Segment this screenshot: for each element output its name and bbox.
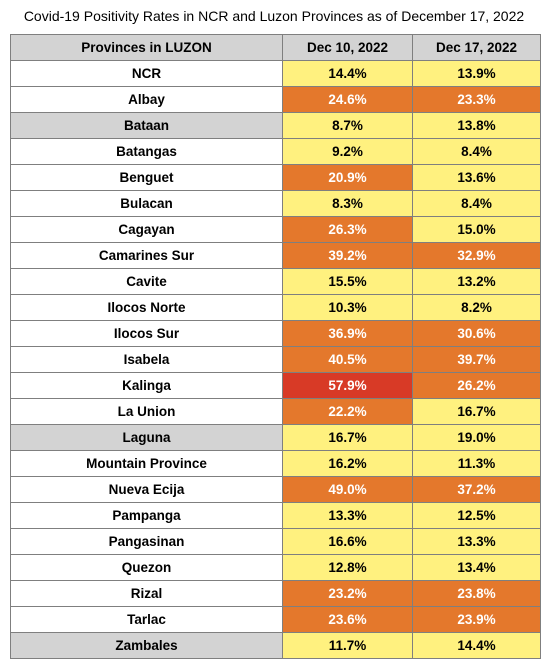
dec10-value-cell: 23.6% <box>282 606 413 633</box>
dec10-value-cell: 40.5% <box>282 346 413 373</box>
table-row: Camarines Sur 39.2% 32.9% <box>10 242 541 269</box>
table-body: NCR 14.4% 13.9% Albay 24.6% 23.3% Bataan 8.7% 13… <box>10 60 541 659</box>
province-name-cell: La Union <box>10 398 283 425</box>
province-name-cell: Cagayan <box>10 216 283 243</box>
dec17-value-cell: 13.6% <box>412 164 541 191</box>
dec10-value-cell: 11.7% <box>282 632 413 659</box>
province-name-cell: Ilocos Sur <box>10 320 283 347</box>
table-row: Batangas 9.2% 8.4% <box>10 138 541 165</box>
dec10-value-cell: 14.4% <box>282 60 413 87</box>
dec10-value-cell: 10.3% <box>282 294 413 321</box>
column-header-dec10: Dec 10, 2022 <box>282 34 413 61</box>
dec10-value-cell: 36.9% <box>282 320 413 347</box>
dec17-value-cell: 8.4% <box>412 138 541 165</box>
province-name-cell: Kalinga <box>10 372 283 399</box>
dec10-value-cell: 22.2% <box>282 398 413 425</box>
chart-title: Covid-19 Positivity Rates in NCR and Luz… <box>23 8 525 24</box>
dec17-value-cell: 19.0% <box>412 424 541 451</box>
dec17-value-cell: 23.3% <box>412 86 541 113</box>
table-row: Pangasinan 16.6% 13.3% <box>10 528 541 555</box>
dec17-value-cell: 32.9% <box>412 242 541 269</box>
column-header-province: Provinces in LUZON <box>10 34 283 61</box>
province-name-cell: Mountain Province <box>10 450 283 477</box>
table-row: Nueva Ecija 49.0% 37.2% <box>10 476 541 503</box>
dec10-value-cell: 26.3% <box>282 216 413 243</box>
dec17-value-cell: 8.4% <box>412 190 541 217</box>
province-name-cell: Nueva Ecija <box>10 476 283 503</box>
table-row: Rizal 23.2% 23.8% <box>10 580 541 607</box>
dec17-value-cell: 16.7% <box>412 398 541 425</box>
dec10-value-cell: 20.9% <box>282 164 413 191</box>
province-name-cell: Rizal <box>10 580 283 607</box>
province-name-cell: Benguet <box>10 164 283 191</box>
table-row: Cagayan 26.3% 15.0% <box>10 216 541 243</box>
dec17-value-cell: 15.0% <box>412 216 541 243</box>
dec10-value-cell: 13.3% <box>282 502 413 529</box>
province-name-cell: Isabela <box>10 346 283 373</box>
dec10-value-cell: 8.3% <box>282 190 413 217</box>
table-row: Mountain Province 16.2% 11.3% <box>10 450 541 477</box>
dec10-value-cell: 8.7% <box>282 112 413 139</box>
dec10-value-cell: 12.8% <box>282 554 413 581</box>
province-name-cell: Pangasinan <box>10 528 283 555</box>
column-header-dec17: Dec 17, 2022 <box>412 34 541 61</box>
dec17-value-cell: 13.4% <box>412 554 541 581</box>
table-row: Benguet 20.9% 13.6% <box>10 164 541 191</box>
dec10-value-cell: 49.0% <box>282 476 413 503</box>
dec10-value-cell: 16.7% <box>282 424 413 451</box>
dec10-value-cell: 57.9% <box>282 372 413 399</box>
province-name-cell: Tarlac <box>10 606 283 633</box>
dec17-value-cell: 26.2% <box>412 372 541 399</box>
dec17-value-cell: 23.8% <box>412 580 541 607</box>
dec10-value-cell: 24.6% <box>282 86 413 113</box>
table-row: Isabela 40.5% 39.7% <box>10 346 541 373</box>
dec17-value-cell: 30.6% <box>412 320 541 347</box>
dec17-value-cell: 12.5% <box>412 502 541 529</box>
dec10-value-cell: 16.2% <box>282 450 413 477</box>
province-name-cell: Batangas <box>10 138 283 165</box>
table-row: Bataan 8.7% 13.8% <box>10 112 541 139</box>
table-row: La Union 22.2% 16.7% <box>10 398 541 425</box>
dec17-value-cell: 14.4% <box>412 632 541 659</box>
province-name-cell: Albay <box>10 86 283 113</box>
dec17-value-cell: 13.3% <box>412 528 541 555</box>
table-row: Tarlac 23.6% 23.9% <box>10 606 541 633</box>
table-row: Quezon 12.8% 13.4% <box>10 554 541 581</box>
province-name-cell: Laguna <box>10 424 283 451</box>
header-row: Provinces in LUZON Dec 10, 2022 Dec 17, … <box>10 34 541 61</box>
dec17-value-cell: 39.7% <box>412 346 541 373</box>
table-row: NCR 14.4% 13.9% <box>10 60 541 87</box>
province-name-cell: Camarines Sur <box>10 242 283 269</box>
province-name-cell: Ilocos Norte <box>10 294 283 321</box>
dec10-value-cell: 16.6% <box>282 528 413 555</box>
province-name-cell: Cavite <box>10 268 283 295</box>
dec10-value-cell: 9.2% <box>282 138 413 165</box>
positivity-table: Provinces in LUZON Dec 10, 2022 Dec 17, … <box>10 34 541 659</box>
dec17-value-cell: 11.3% <box>412 450 541 477</box>
table-row: Bulacan 8.3% 8.4% <box>10 190 541 217</box>
table-row: Ilocos Sur 36.9% 30.6% <box>10 320 541 347</box>
table-row: Zambales 11.7% 14.4% <box>10 632 541 659</box>
dec17-value-cell: 13.2% <box>412 268 541 295</box>
dec17-value-cell: 13.9% <box>412 60 541 87</box>
dec17-value-cell: 37.2% <box>412 476 541 503</box>
table-row: Kalinga 57.9% 26.2% <box>10 372 541 399</box>
table-row: Laguna 16.7% 19.0% <box>10 424 541 451</box>
dec10-value-cell: 15.5% <box>282 268 413 295</box>
province-name-cell: Quezon <box>10 554 283 581</box>
table-row: Ilocos Norte 10.3% 8.2% <box>10 294 541 321</box>
dec10-value-cell: 23.2% <box>282 580 413 607</box>
province-name-cell: Bataan <box>10 112 283 139</box>
province-name-cell: NCR <box>10 60 283 87</box>
dec17-value-cell: 13.8% <box>412 112 541 139</box>
table-row: Cavite 15.5% 13.2% <box>10 268 541 295</box>
province-name-cell: Bulacan <box>10 190 283 217</box>
dec10-value-cell: 39.2% <box>282 242 413 269</box>
province-name-cell: Zambales <box>10 632 283 659</box>
dec17-value-cell: 23.9% <box>412 606 541 633</box>
table-row: Pampanga 13.3% 12.5% <box>10 502 541 529</box>
province-name-cell: Pampanga <box>10 502 283 529</box>
table-row: Albay 24.6% 23.3% <box>10 86 541 113</box>
dec17-value-cell: 8.2% <box>412 294 541 321</box>
